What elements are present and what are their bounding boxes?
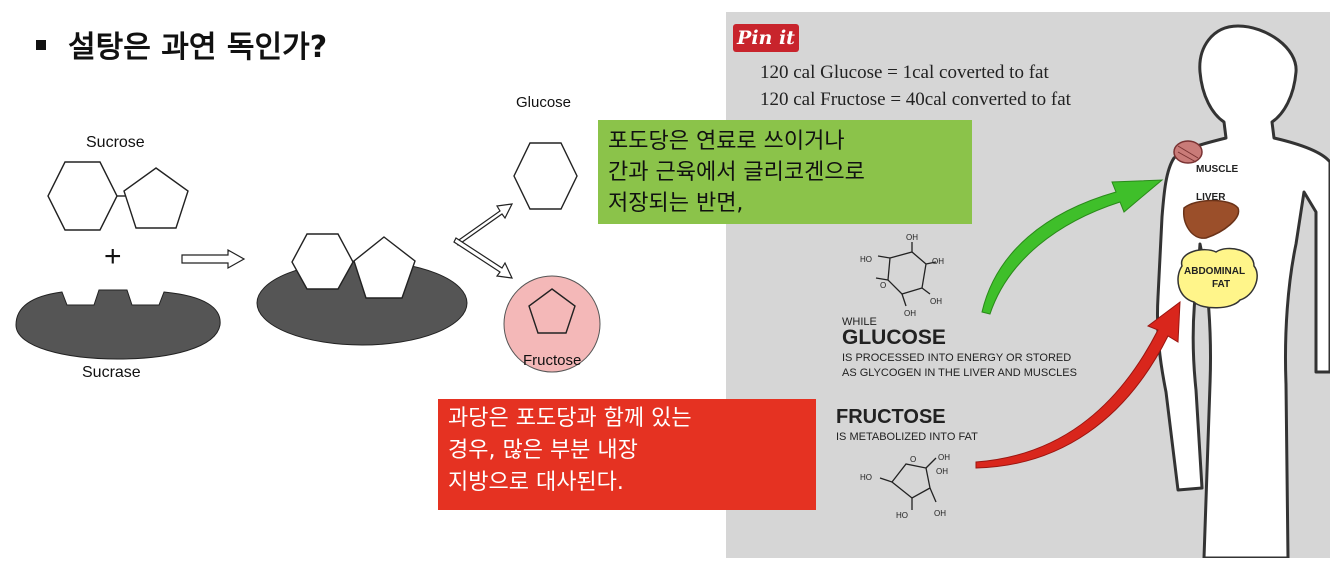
sucrose-label: Sucrose <box>86 134 145 151</box>
fructose-circle <box>503 275 601 373</box>
split-arrow-up-icon <box>455 203 514 246</box>
muscle-label: MUSCLE <box>1196 164 1239 175</box>
liver-label: LIVER <box>1196 192 1226 203</box>
svg-text:OH: OH <box>938 453 950 462</box>
plus-sign: + <box>104 240 122 273</box>
enzyme-substrate-complex <box>256 233 468 346</box>
fructose-note-box: 과당은 포도당과 함께 있는 경우, 많은 부분 내장 지방으로 대사된다. <box>438 399 816 510</box>
svg-text:OH: OH <box>934 509 946 518</box>
svg-text:OH: OH <box>936 467 948 476</box>
green-arrow-icon <box>981 179 1164 315</box>
fructose-atom-labels: OH OH HO HO OH O <box>860 453 950 520</box>
fructose-note-line-3: 지방으로 대사된다. <box>448 470 624 495</box>
svg-text:HO: HO <box>896 511 908 520</box>
glucose-note-line-1: 포도당은 연료로 쓰이거나 <box>608 129 845 154</box>
glucose-label: Glucose <box>516 94 572 111</box>
glucose-cal-line: 120 cal Glucose = 1cal coverted to fat <box>760 62 1049 83</box>
glucose-desc-2: AS GLYCOGEN IN THE LIVER AND MUSCLES <box>842 367 1077 379</box>
svg-text:HO: HO <box>860 473 872 482</box>
glucose-heading: GLUCOSE <box>842 326 946 349</box>
glucose-note-line-2: 간과 근육에서 글리코겐으로 <box>608 160 865 185</box>
glucose-atom-labels: OH OH OH OH HO O <box>860 233 944 318</box>
fructose-molecule-icon <box>528 288 576 334</box>
fructose-heading: FRUCTOSE <box>836 406 946 428</box>
process-arrow-icon <box>181 248 246 270</box>
abdominal-fat-label-1: ABDOMINAL <box>1184 266 1246 277</box>
glucose-note-line-3: 저장되는 반면, <box>608 191 744 216</box>
liver-organ-icon <box>1183 199 1240 239</box>
svg-text:O: O <box>910 455 916 464</box>
split-arrow-down-icon <box>453 237 514 279</box>
fructose-desc: IS METABOLIZED INTO FAT <box>836 431 978 443</box>
fructose-structure-icon <box>879 457 937 510</box>
glucose-desc-1: IS PROCESSED INTO ENERGY OR STORED <box>842 352 1072 364</box>
slide-title: 설탕은 과연 독인가? <box>36 22 327 66</box>
svg-text:OH: OH <box>932 257 944 266</box>
fructose-label: Fructose <box>523 352 582 369</box>
abdominal-fat-icon <box>1177 247 1258 309</box>
pin-it-badge[interactable]: Pin it <box>733 24 799 52</box>
fructose-cal-line: 120 cal Fructose = 40cal converted to fa… <box>760 89 1071 110</box>
glucose-prefix: WHILE <box>842 316 877 328</box>
slide-title-text: 설탕은 과연 독인가? <box>68 30 328 65</box>
enzyme-diagram <box>15 142 601 373</box>
svg-text:O: O <box>880 281 886 290</box>
svg-text:OH: OH <box>930 297 942 306</box>
glucose-structure-icon <box>875 242 937 307</box>
square-bullet-icon <box>36 39 46 50</box>
sucrose-molecule-icon <box>47 161 189 231</box>
muscle-organ-icon <box>1173 140 1203 164</box>
svg-text:OH: OH <box>906 233 918 242</box>
sucrase-label: Sucrase <box>82 364 141 381</box>
fructose-note-line-2: 경우, 많은 부분 내장 <box>448 438 638 463</box>
fructose-note-text: 과당은 포도당과 함께 있는 경우, 많은 부분 내장 지방으로 대사된다. <box>448 403 692 499</box>
infographic-art: OH OH OH OH HO O OH OH HO HO OH O <box>860 24 1330 558</box>
sucrase-enzyme-shape <box>15 289 221 360</box>
red-arrow-icon <box>975 300 1181 469</box>
glucose-note-text: 포도당은 연료로 쓰이거나 간과 근육에서 글리코겐으로 저장되는 반면, <box>608 126 865 219</box>
svg-text:OH: OH <box>904 309 916 318</box>
glucose-molecule-icon <box>513 142 578 210</box>
fructose-note-line-1: 과당은 포도당과 함께 있는 <box>448 406 692 431</box>
glucose-note-box: 포도당은 연료로 쓰이거나 간과 근육에서 글리코겐으로 저장되는 반면, <box>598 120 972 224</box>
svg-text:HO: HO <box>860 255 872 264</box>
abdominal-fat-label-2: FAT <box>1212 279 1231 290</box>
